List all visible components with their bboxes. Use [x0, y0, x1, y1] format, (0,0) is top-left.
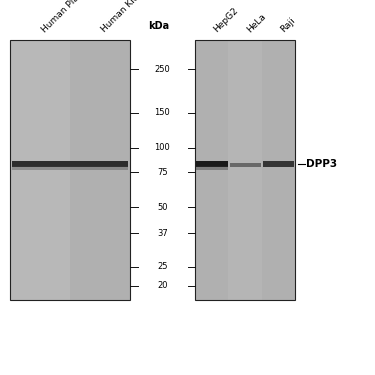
Text: HepG2: HepG2: [211, 6, 240, 34]
Text: 250: 250: [154, 64, 170, 74]
Text: Human Placenta: Human Placenta: [40, 0, 99, 34]
Text: kDa: kDa: [148, 21, 169, 31]
Bar: [228, 40, 262, 300]
Text: Raji: Raji: [278, 16, 297, 34]
Bar: [196, 161, 228, 167]
Bar: [262, 40, 295, 300]
Bar: [230, 163, 261, 167]
Text: HeLa: HeLa: [245, 12, 268, 34]
Text: 20: 20: [157, 282, 168, 291]
Text: 100: 100: [154, 143, 170, 152]
Text: 75: 75: [157, 168, 168, 177]
Bar: [70, 40, 130, 300]
Bar: [195, 40, 228, 300]
Bar: [10, 40, 70, 300]
Text: 150: 150: [154, 108, 170, 117]
Bar: [196, 166, 228, 170]
Bar: [263, 161, 294, 167]
Text: 50: 50: [157, 203, 168, 212]
Text: 37: 37: [157, 229, 168, 238]
Bar: [10, 40, 130, 300]
Text: 25: 25: [157, 262, 168, 271]
Text: Human Kidney: Human Kidney: [100, 0, 153, 34]
Text: DPP3: DPP3: [306, 159, 338, 169]
Bar: [195, 40, 295, 300]
Bar: [12, 161, 128, 167]
Bar: [12, 166, 128, 170]
